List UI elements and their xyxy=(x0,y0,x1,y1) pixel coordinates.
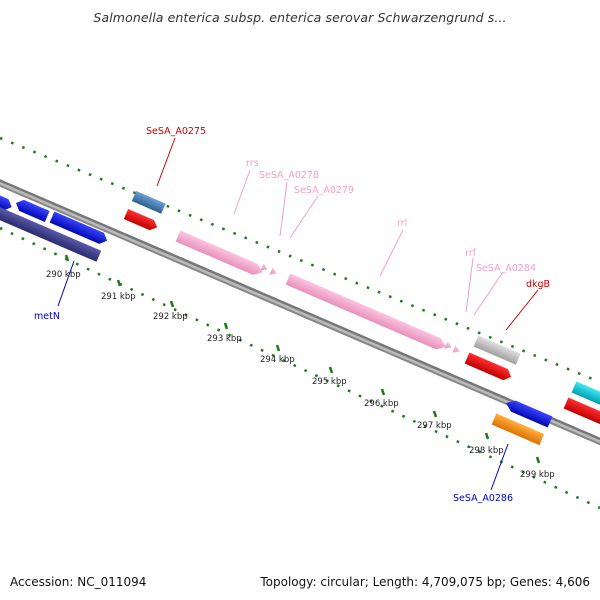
gene-pink-rrs[interactable] xyxy=(175,230,265,277)
tick-label-294: 294 kbp xyxy=(260,355,295,365)
tick-label-295: 295 kbp xyxy=(312,377,347,387)
accession-text: Accession: NC_011094 xyxy=(10,575,147,589)
gene-pink-SeSA_A0278[interactable] xyxy=(260,263,269,273)
gene-label-SeSA_A0284: SeSA_A0284 xyxy=(476,263,536,274)
gene-label-rrs: rrs xyxy=(246,158,259,169)
gene-orange-SeSA_A0286[interactable] xyxy=(491,413,545,446)
gene-label-dkgB: dkgB xyxy=(526,279,550,290)
gene-navy-metN[interactable] xyxy=(0,206,102,262)
gene-pink-rrf[interactable] xyxy=(444,341,453,351)
backbone xyxy=(0,171,600,456)
label-leaders xyxy=(57,137,539,491)
gene-label-SeSA_A0275: SeSA_A0275 xyxy=(146,126,206,137)
tick-label-297: 297 kbp xyxy=(417,421,452,431)
gene-red-2[interactable] xyxy=(464,352,514,382)
tick-label-299: 299 kbp xyxy=(520,470,555,480)
tick-label-290: 290 kbp xyxy=(46,270,81,280)
gene-label-SeSA_A0278: SeSA_A0278 xyxy=(259,170,319,181)
topology-text: Topology: circular; Length: 4,709,075 bp… xyxy=(260,575,590,589)
map-title: Salmonella enterica subsp. enterica sero… xyxy=(93,10,507,25)
tick-label-298: 298 kbp xyxy=(469,446,504,456)
gene-label-metN: metN xyxy=(34,311,60,322)
gene-label-SeSA_A0286: SeSA_A0286 xyxy=(453,493,513,504)
gene-steel-SeSA_A0275[interactable] xyxy=(131,190,166,214)
gene-label-SeSA_A0279: SeSA_A0279 xyxy=(294,185,354,196)
gene-blue-fwd-1[interactable] xyxy=(0,190,14,212)
gene-label-rrf: rrf xyxy=(465,248,477,259)
gene-cyan[interactable] xyxy=(571,381,600,413)
gene-blue-fwd-3[interactable] xyxy=(49,211,110,246)
kbp-ticks xyxy=(64,254,541,464)
tick-label-291: 291 kbp xyxy=(101,292,136,302)
gene-red-1[interactable] xyxy=(123,208,160,233)
gene-labels: SeSA_A0275 rrs SeSA_A0278 SeSA_A0279 rrl… xyxy=(34,126,550,504)
gene-red-3[interactable] xyxy=(563,397,600,429)
gene-blue-fwd-2[interactable] xyxy=(14,197,50,222)
kbp-tick-labels: 290 kbp 291 kbp 292 kbp 293 kbp 294 kbp … xyxy=(46,270,555,480)
tick-label-293: 293 kbp xyxy=(207,334,242,344)
gene-blue-rev[interactable] xyxy=(504,397,553,428)
gene-pink-SeSA_A0284[interactable] xyxy=(452,345,461,355)
gene-pink-rrl[interactable] xyxy=(285,273,449,352)
gene-pink-SeSA_A0279[interactable] xyxy=(269,267,278,277)
gene-gray-dkgB[interactable] xyxy=(473,335,521,365)
tick-label-296: 296 kbp xyxy=(364,399,399,409)
inner-dotted-track xyxy=(0,226,600,510)
gene-label-rrl: rrl xyxy=(397,218,407,229)
tick-label-292: 292 kbp xyxy=(153,312,188,322)
